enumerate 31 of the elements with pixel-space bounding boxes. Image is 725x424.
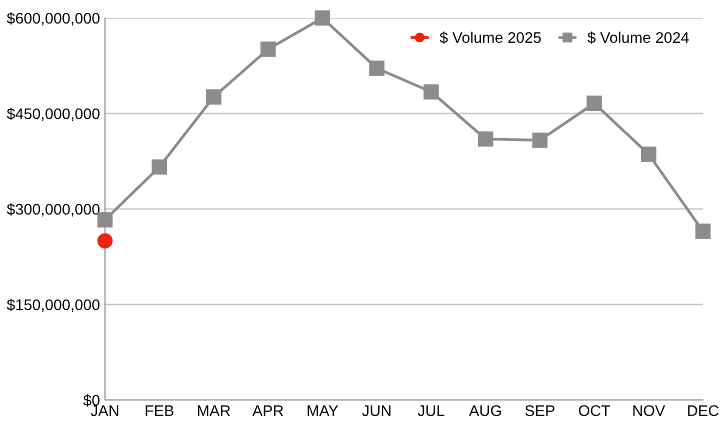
point bbox=[206, 89, 222, 105]
point bbox=[152, 159, 168, 175]
point bbox=[97, 233, 113, 248]
legend-label: $ Volume 2025 bbox=[440, 32, 541, 44]
point bbox=[532, 132, 548, 148]
x-tick-label: APR bbox=[252, 405, 284, 416]
y-tick-label: $150,000,000 bbox=[6, 298, 100, 312]
point bbox=[314, 10, 330, 26]
legend-label: $ Volume 2024 bbox=[587, 32, 689, 44]
point bbox=[424, 84, 439, 100]
x-tick-label: NOV bbox=[633, 405, 666, 416]
x-tick-label: DEC bbox=[688, 405, 719, 416]
x-tick-label: JUN bbox=[362, 405, 390, 416]
point bbox=[695, 224, 711, 239]
point bbox=[586, 96, 602, 111]
x-tick-label: SEP bbox=[525, 405, 554, 416]
y-tick-label: $600,000,000 bbox=[6, 12, 100, 26]
point bbox=[260, 42, 276, 57]
y-tick-label: $450,000,000 bbox=[6, 108, 100, 121]
y-tick-label: $300,000,000 bbox=[6, 203, 100, 216]
x-tick-label: JAN bbox=[90, 405, 118, 416]
y-tick-label: $0 bbox=[83, 394, 100, 407]
x-tick-label: MAR bbox=[198, 405, 230, 416]
point bbox=[640, 146, 656, 162]
x-tick-label: MAY bbox=[308, 405, 338, 416]
x-tick-label: FEB bbox=[146, 405, 174, 416]
x-tick-label: AUG bbox=[469, 405, 501, 416]
x-tick-label: OCT bbox=[578, 405, 610, 416]
point bbox=[478, 131, 494, 147]
point bbox=[369, 60, 384, 76]
x-tick-label: JUL bbox=[418, 405, 444, 416]
